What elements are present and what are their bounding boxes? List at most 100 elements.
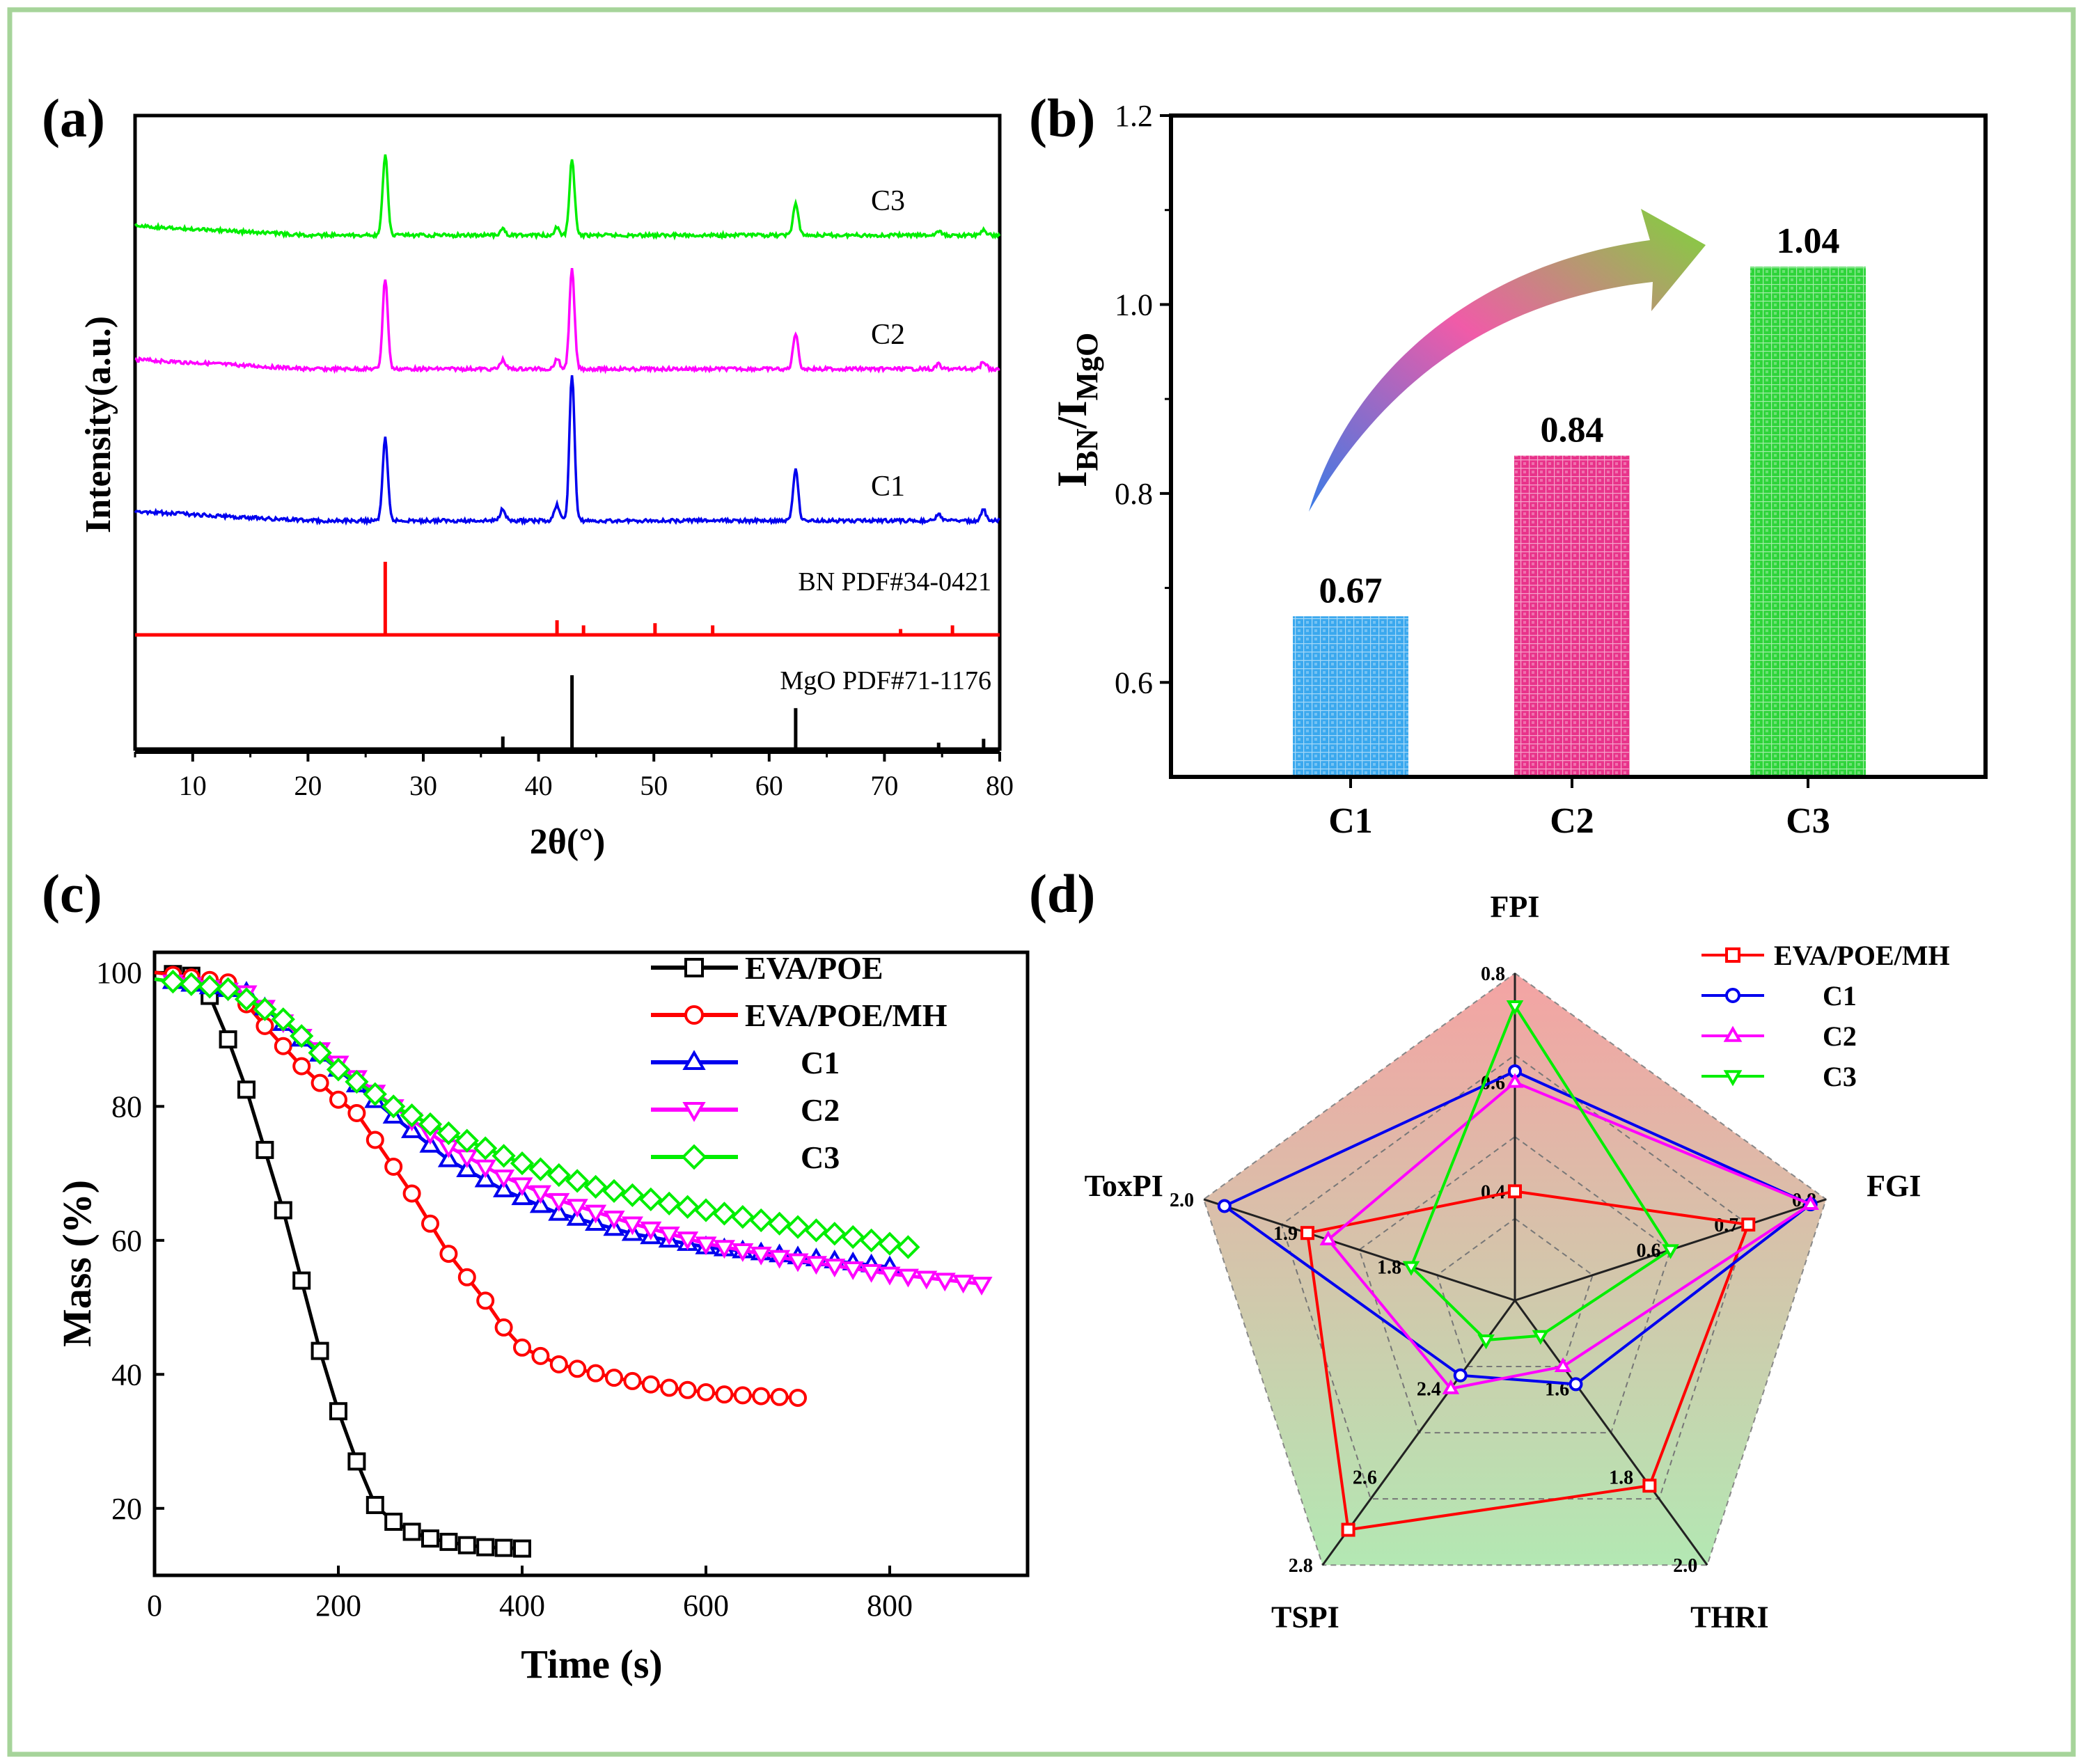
data-point: [934, 1273, 956, 1292]
data-point: [605, 1369, 623, 1387]
curve-label: C3: [871, 185, 905, 217]
data-point: [439, 1245, 458, 1263]
data-point: [253, 997, 277, 1021]
data-point: [492, 1144, 516, 1168]
data-point: [421, 1529, 439, 1548]
data-point: [583, 1174, 608, 1199]
radar-point: [1402, 1261, 1420, 1276]
data-point: [363, 1082, 387, 1106]
radar-point: [1508, 1184, 1522, 1199]
legend-marker: [684, 1005, 704, 1025]
x-tick-label: 0: [147, 1589, 162, 1623]
data-point: [896, 1235, 920, 1259]
panel-c-series: [154, 965, 993, 1558]
bar-texture: [1514, 455, 1630, 777]
data-point: [713, 1240, 735, 1259]
y-tick-label: 40: [111, 1357, 142, 1392]
data-point: [510, 1151, 535, 1176]
data-point: [733, 1386, 752, 1405]
radar-point: [1741, 1218, 1756, 1232]
radar-tick-label: 0.8: [1481, 963, 1505, 985]
x-tick-label: C3: [1786, 801, 1830, 841]
y-tick-label: 1.2: [1115, 99, 1153, 133]
data-point: [476, 1538, 495, 1557]
data-point: [548, 1202, 570, 1221]
legend-marker: [682, 1050, 706, 1070]
data-point: [620, 1183, 645, 1207]
legend-label: C2: [801, 1092, 840, 1128]
x-tick-label: 40: [525, 770, 553, 801]
data-point: [712, 1202, 737, 1226]
legend-marker: [1723, 1025, 1743, 1042]
bar-texture: [1750, 267, 1866, 777]
radar-tick-label: 2.0: [1673, 1555, 1697, 1577]
panel-c-label: (c): [42, 863, 102, 924]
data-point: [292, 1057, 311, 1076]
radar-tick-label: 0.4: [1481, 1181, 1505, 1203]
panel-c-legend: EVA/POE EVA/POE/MH C1 C2 C3: [651, 950, 948, 1175]
panel-a-axes-frame: [133, 113, 1002, 751]
y-tick-label: 80: [111, 1089, 142, 1124]
data-point: [824, 1259, 846, 1278]
curve-label: C1: [871, 471, 905, 503]
reference-label: BN PDF#34-0421: [798, 567, 991, 597]
panel-c-axes-frame: [152, 950, 1030, 1577]
panel-c-y-label: Mass (%): [54, 1180, 100, 1347]
data-point: [641, 1375, 660, 1394]
data-point: [658, 1226, 680, 1245]
panel-a-curves: BN PDF#34-0421 MgO PDF#71-1176 C3 C2 C1: [134, 154, 1001, 752]
y-tick-label: 60: [111, 1224, 142, 1258]
data-point: [256, 1140, 274, 1159]
x-tick-label: 60: [755, 770, 783, 801]
data-point: [822, 1222, 847, 1246]
radar-tick-label: 2.0: [1170, 1190, 1194, 1211]
radar-axis-label: TSPI: [1271, 1600, 1339, 1635]
panel-c-x-label: Time (s): [521, 1641, 663, 1687]
data-point: [513, 1539, 531, 1558]
data-point: [602, 1179, 627, 1203]
data-point: [493, 1170, 515, 1189]
data-point: [311, 1073, 329, 1092]
panel-b-label: (b): [1029, 88, 1095, 148]
data-point: [219, 1030, 237, 1049]
x-tick-label: 50: [640, 770, 668, 801]
radar-tick-label: 2.8: [1289, 1555, 1313, 1577]
data-point: [311, 1341, 329, 1360]
data-point: [179, 972, 203, 996]
data-point: [271, 1007, 295, 1032]
radar-series-eva-poe-mh: [1305, 1190, 1751, 1531]
legend-label: C1: [801, 1045, 840, 1080]
data-point: [693, 1198, 718, 1222]
data-point: [678, 1380, 697, 1399]
trend-arrow-icon: [1309, 209, 1706, 512]
data-point: [915, 1270, 938, 1290]
data-point: [715, 1385, 734, 1404]
panel-d-label: (d): [1029, 863, 1095, 924]
x-tick-label: C1: [1328, 801, 1373, 841]
data-point: [290, 1024, 314, 1048]
radar-axis-label: ToxPI: [1085, 1169, 1163, 1203]
data-point: [494, 1318, 513, 1337]
data-point: [660, 1378, 679, 1397]
xrd-curve-c2: [134, 268, 1000, 375]
data-point: [329, 1090, 347, 1109]
legend-marker: [684, 958, 704, 977]
radar-point: [1569, 1377, 1583, 1392]
y-tick-label: 0.6: [1115, 666, 1153, 700]
curve-label: C2: [871, 319, 905, 351]
radar-point: [1554, 1357, 1572, 1373]
panel-d-legend: EVA/POE/MH C1 C2 C3: [1701, 940, 1950, 1092]
panel-a: (a) 10 20 30 40 50 60 70 80 BN PDF#34-0421 MgO P…: [42, 88, 1014, 862]
radar-series-c3: [1409, 1002, 1673, 1342]
data-point: [234, 987, 259, 1011]
data-point: [274, 1201, 292, 1220]
data-point: [749, 1208, 773, 1233]
data-point: [568, 1360, 587, 1378]
radar-point: [1341, 1522, 1355, 1537]
radar-axis-label: FPI: [1491, 890, 1540, 924]
legend-label: C2: [1823, 1021, 1857, 1052]
data-point: [456, 1158, 478, 1178]
